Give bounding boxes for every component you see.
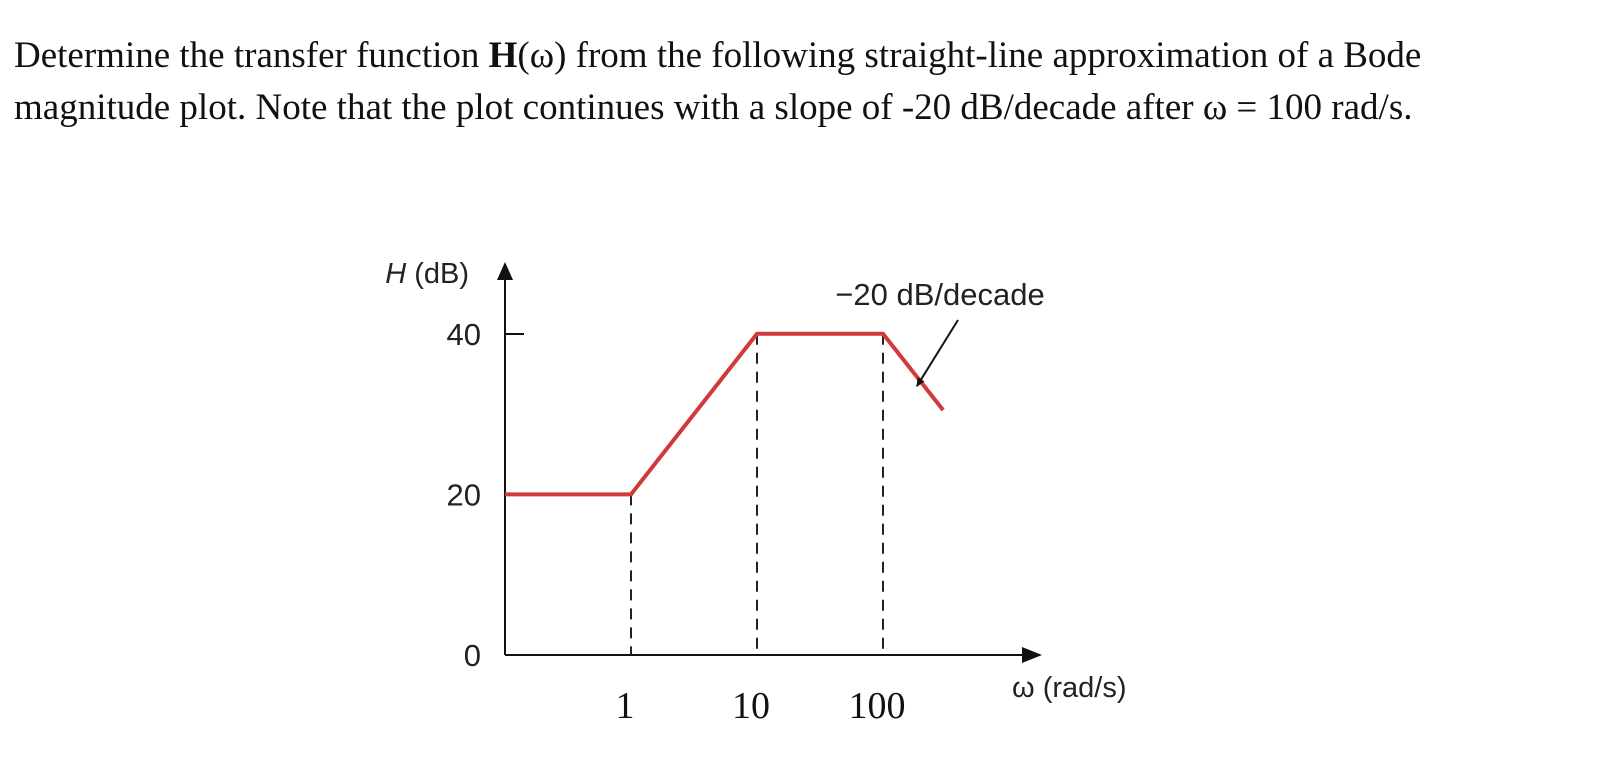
problem-text-part1: Determine the transfer function	[14, 35, 489, 76]
chart-marks: 0 20 40 1 10 100	[447, 317, 959, 727]
x-axis-arrowhead	[1022, 647, 1042, 663]
x-tick-label-10: 10	[732, 685, 770, 727]
y-axis-arrowhead	[497, 262, 513, 280]
y-tick-label-20: 20	[447, 477, 481, 512]
x-axis-title: ω (rad/s)	[1012, 672, 1127, 704]
magnitude-line	[505, 331, 945, 497]
slope-annotation: −20 dB/decade	[835, 277, 1044, 312]
y-axis-title: H (dB)	[385, 258, 469, 290]
transfer-function-symbol: H	[488, 35, 518, 76]
problem-statement: Determine the transfer function H(ω) fro…	[14, 30, 1574, 134]
y-tick-label-0: 0	[464, 638, 481, 673]
y-tick-label-40: 40	[447, 317, 481, 352]
x-tick-label-1: 1	[616, 685, 635, 727]
x-tick-label-100: 100	[849, 685, 906, 727]
y-axis-title-unit: (dB)	[414, 258, 469, 290]
problem-text-part2: (ω) from the following straight-line app…	[14, 35, 1422, 128]
annotation-arrow	[916, 319, 959, 387]
